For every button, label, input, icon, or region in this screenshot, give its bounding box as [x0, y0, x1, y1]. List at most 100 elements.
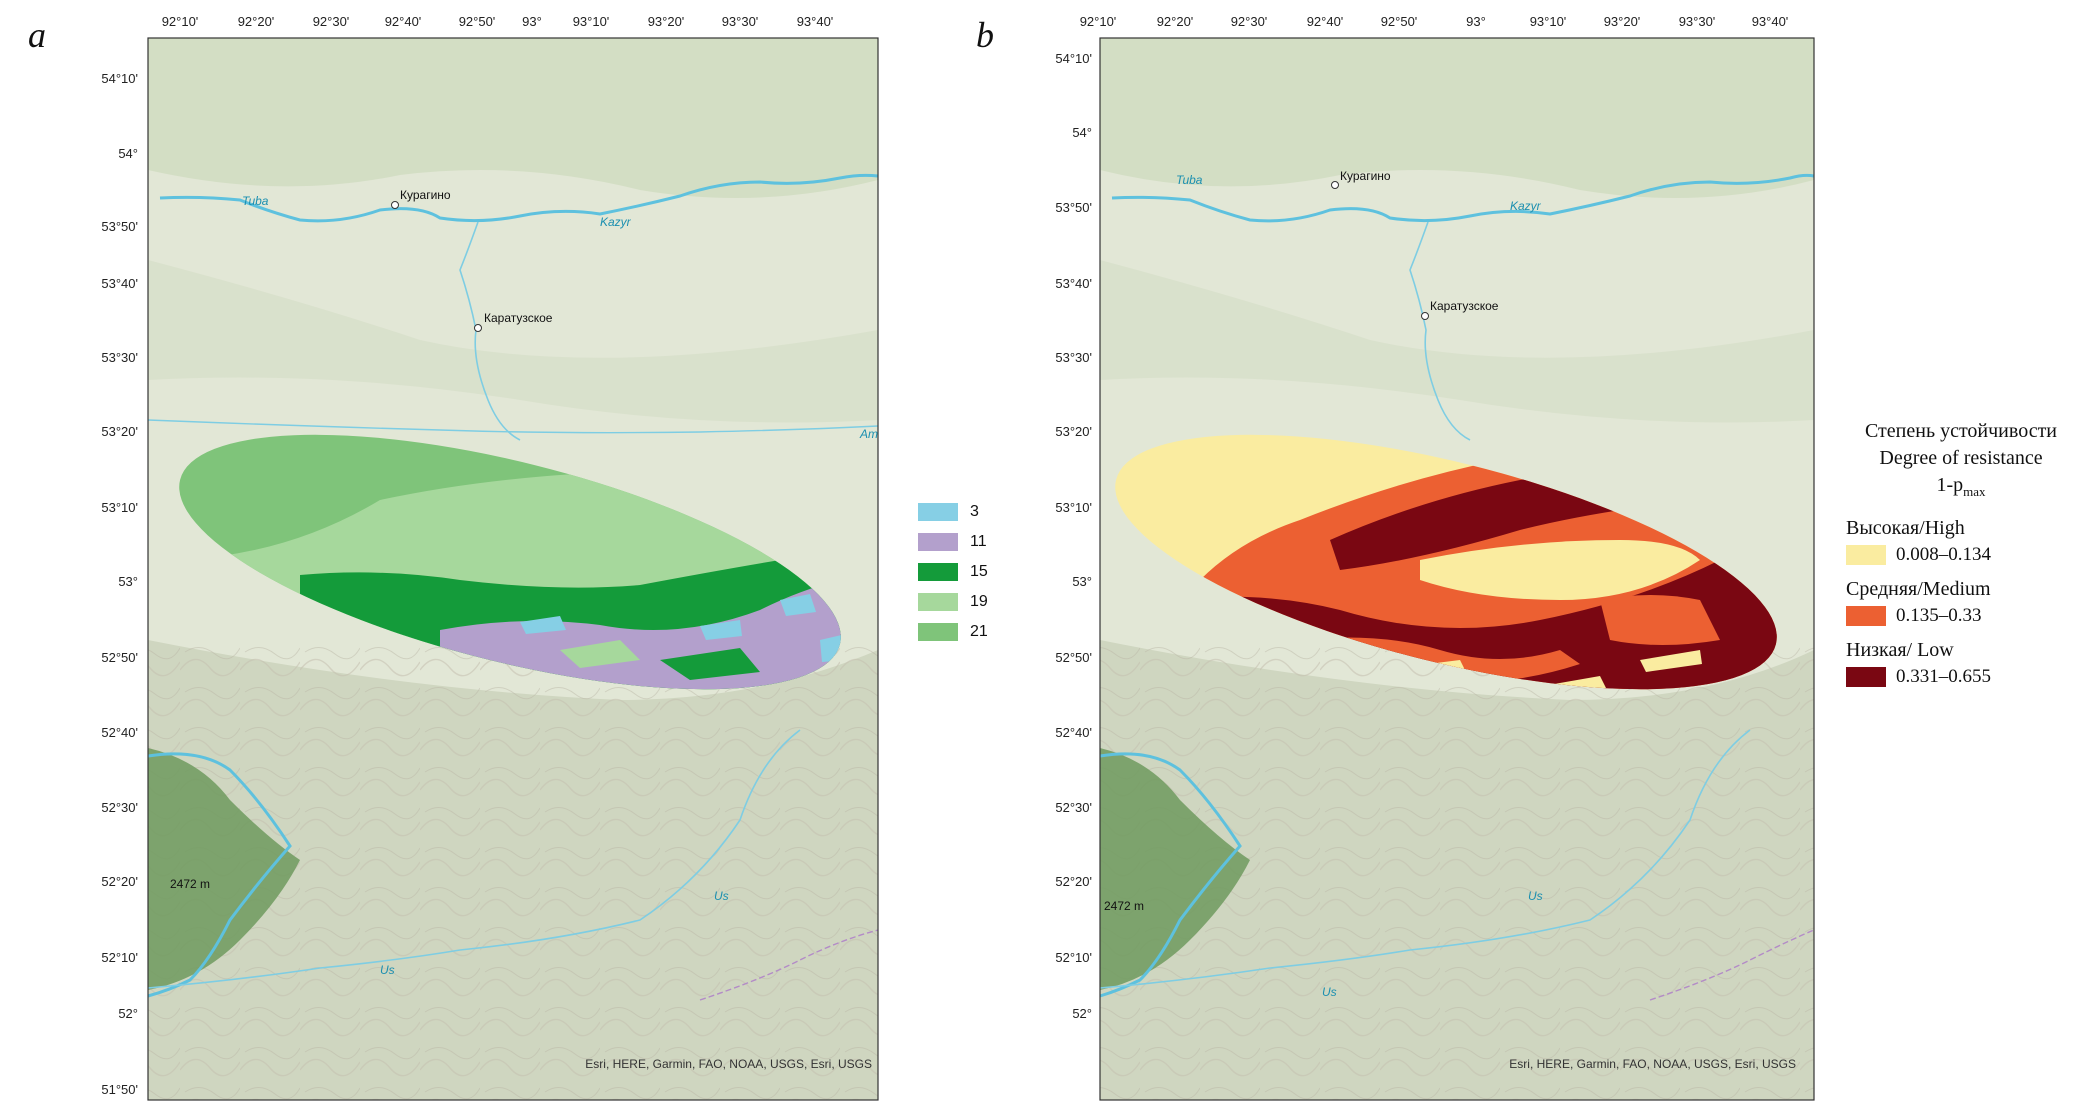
lat-tick-a-11: 52°20' [101, 874, 138, 889]
lat-tick-b-12: 52°10' [1055, 950, 1092, 965]
lat-tick-b-6: 53°10' [1055, 500, 1092, 515]
legend-a-item: 19 [918, 587, 988, 617]
lat-tick-a-0: 54°10' [101, 71, 138, 86]
legend-a-label: 11 [970, 533, 987, 550]
lon-tick-b-8: 93°30' [1679, 14, 1716, 29]
lat-ticks-a: 54°10' 54° 53°50' 53°40' 53°30' 53°20' 5… [101, 71, 138, 1097]
map-a-river-us-upper [147, 752, 292, 998]
lon-tick-b-5: 93° [1466, 14, 1486, 29]
river-label-kazyr-a: Kazyr [600, 215, 632, 229]
kuragino-marker-b [1331, 181, 1339, 189]
lat-tick-b-4: 53°30' [1055, 350, 1092, 365]
map-a-plain [148, 260, 878, 423]
lon-tick-b-2: 92°30' [1231, 14, 1268, 29]
river-label-us-a: Us [714, 889, 729, 903]
lon-ticks-b: 92°10' 92°20' 92°30' 92°40' 92°50' 93° 9… [1080, 14, 1789, 29]
river-label-tuba-a: Tuba [242, 194, 269, 208]
attribution-b: Esri, HERE, Garmin, FAO, NOAA, USGS, Esr… [1509, 1057, 1796, 1071]
legend-b-title-en: Degree of resistance [1879, 447, 2043, 469]
karatuzskoe-marker-a [474, 324, 482, 332]
lat-tick-a-6: 53°10' [101, 500, 138, 515]
legend-b-class-medium-name: Средняя/Medium [1846, 578, 1991, 600]
lat-tick-a-10: 52°30' [101, 800, 138, 815]
lat-tick-b-0: 54°10' [1055, 51, 1092, 66]
map-panel-b: Курагино Каратузское Tuba Kazyr Us Us 24… [1055, 14, 1815, 1101]
lat-tick-a-1: 54° [118, 146, 138, 161]
river-label-kazyr-b: Kazyr [1510, 199, 1542, 213]
map-a-border [699, 929, 879, 1001]
legend-b-class-high: 0.008–0.134 [1846, 544, 2076, 566]
place-karatuzskoe-a: Каратузское [484, 311, 553, 325]
raster-class-3-c [780, 594, 816, 616]
lat-tick-b-10: 52°30' [1055, 800, 1092, 815]
legend-b-class-medium: 0.135–0.33 [1846, 605, 2076, 627]
raster-class-3-a [520, 616, 566, 634]
map-a-forest-north [148, 38, 878, 198]
lon-tick-a-0: 92°10' [162, 14, 199, 29]
lat-tick-b-11: 52°20' [1055, 874, 1092, 889]
legend-a-item: 11 [918, 527, 988, 557]
lon-tick-b-6: 93°10' [1530, 14, 1567, 29]
lat-tick-b-9: 52°40' [1055, 725, 1092, 740]
place-kuragino-a: Курагино [400, 188, 451, 202]
map-panel-a: Курагино Каратузское Tuba Kazyr Us Us Am… [101, 14, 879, 1101]
lon-tick-b-9: 93°40' [1752, 14, 1789, 29]
lat-tick-a-5: 53°20' [101, 424, 138, 439]
lat-tick-a-9: 52°40' [101, 725, 138, 740]
legend-b-range-high: 0.008–0.134 [1896, 544, 1991, 565]
kuragino-marker-a [391, 201, 399, 209]
lat-tick-a-3: 53°40' [101, 276, 138, 291]
lat-ticks-b: 54°10' 54° 53°50' 53°40' 53°30' 53°20' 5… [1055, 51, 1092, 1021]
legend-b-formula-sub: max [1963, 484, 1986, 499]
lat-tick-b-2: 53°50' [1055, 200, 1092, 215]
lat-tick-b-3: 53°40' [1055, 276, 1092, 291]
lat-tick-a-8: 52°50' [101, 650, 138, 665]
peak-label-a: 2472 m [170, 877, 210, 891]
map-b-river-tributary [1409, 221, 1471, 441]
legend-a-label: 15 [970, 563, 988, 580]
legend-a-swatch-3 [918, 503, 958, 521]
legend-a-label: 19 [970, 593, 988, 610]
lat-tick-a-14: 51°50' [101, 1082, 138, 1097]
river-label-us-lower-b: Us [1322, 985, 1337, 999]
map-a-river-am [147, 419, 879, 434]
legend-a-swatch-11 [918, 533, 958, 551]
legend-panel-a: 3 11 15 19 21 [918, 497, 988, 647]
map-b-river-tuba-kazyr [1111, 173, 1815, 223]
legend-b-title-formula: 1-pmax [1846, 472, 2076, 505]
place-karatuzskoe-b: Каратузское [1430, 299, 1499, 313]
legend-a-item: 21 [918, 617, 988, 647]
river-label-am-a: Am [859, 427, 878, 441]
legend-a-label: 3 [970, 503, 979, 520]
lat-tick-a-7: 53° [118, 574, 138, 589]
legend-b-class-high-name: Высокая/High [1846, 517, 1965, 539]
lon-tick-a-2: 92°30' [313, 14, 350, 29]
map-b-river-us-upper [1099, 752, 1242, 998]
lon-tick-a-7: 93°20' [648, 14, 685, 29]
resistance-high-patch [1420, 540, 1700, 600]
attribution-a: Esri, HERE, Garmin, FAO, NOAA, USGS, Esr… [585, 1057, 872, 1071]
lon-tick-a-9: 93°40' [797, 14, 834, 29]
lat-tick-b-13: 52° [1072, 1006, 1092, 1021]
peak-label-b: 2472 m [1104, 899, 1144, 913]
raster-patch-19 [560, 640, 640, 668]
legend-a-item: 15 [918, 557, 988, 587]
lon-tick-a-6: 93°10' [573, 14, 610, 29]
lon-tick-a-1: 92°20' [238, 14, 275, 29]
lon-tick-b-4: 92°50' [1381, 14, 1418, 29]
legend-b-range-medium: 0.135–0.33 [1896, 605, 1982, 626]
map-b-border [1649, 929, 1815, 1001]
river-label-us-lower-a: Us [380, 963, 395, 977]
lat-tick-a-2: 53°50' [101, 219, 138, 234]
panel-letter-a: a [28, 15, 46, 55]
legend-b-formula: 1-p [1936, 474, 1964, 496]
lat-tick-a-13: 52° [118, 1006, 138, 1021]
lat-tick-b-1: 54° [1072, 125, 1092, 140]
legend-b-class-low-name: Низкая/ Low [1846, 639, 1954, 661]
legend-b-swatch-medium [1846, 606, 1886, 626]
lon-tick-b-3: 92°40' [1307, 14, 1344, 29]
map-b-dense-forest [1100, 748, 1250, 990]
panel-letter-b: b [976, 15, 994, 55]
lon-tick-a-5: 93° [522, 14, 542, 29]
